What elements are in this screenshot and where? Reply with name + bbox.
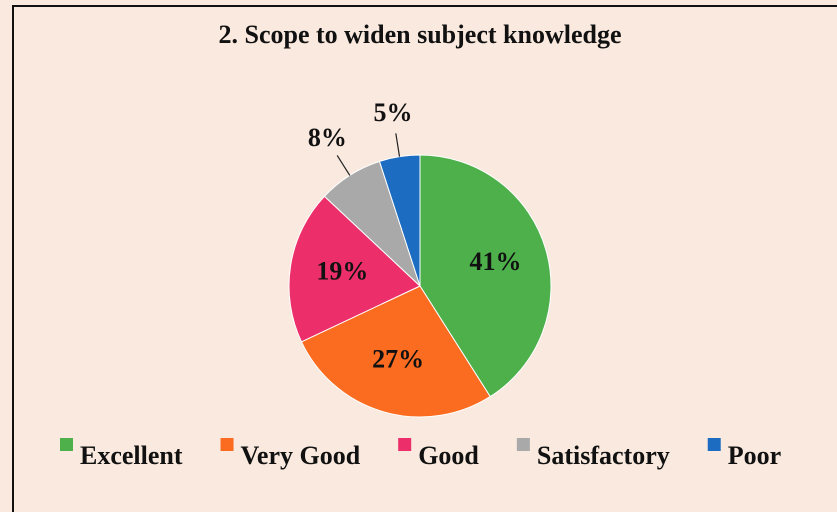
data-label: 8%: [308, 123, 347, 152]
frame: [12, 5, 837, 512]
legend-label: Satisfactory: [537, 441, 670, 470]
legend-label: Very Good: [241, 441, 361, 470]
legend-swatch: [398, 438, 412, 451]
legend-label: Poor: [728, 441, 781, 470]
legend-label: Excellent: [80, 441, 183, 470]
pie-slice: [288, 195, 421, 343]
leader-line: [336, 155, 351, 176]
legend-swatch: [707, 438, 721, 451]
chart-title: 2. Scope to widen subject knowledge: [218, 20, 621, 49]
legend-label: Good: [418, 441, 479, 470]
legend-swatch: [60, 438, 73, 451]
data-label: 41%: [469, 247, 521, 276]
leader-line: [395, 133, 401, 157]
pie-slice: [419, 154, 552, 398]
legend-swatch: [220, 438, 234, 451]
pie-slice: [378, 154, 421, 287]
legend-swatch: [516, 438, 530, 451]
data-label: 27%: [372, 344, 424, 373]
data-label: 19%: [316, 257, 368, 286]
pie-slice: [300, 285, 491, 418]
data-label: 5%: [373, 98, 412, 127]
